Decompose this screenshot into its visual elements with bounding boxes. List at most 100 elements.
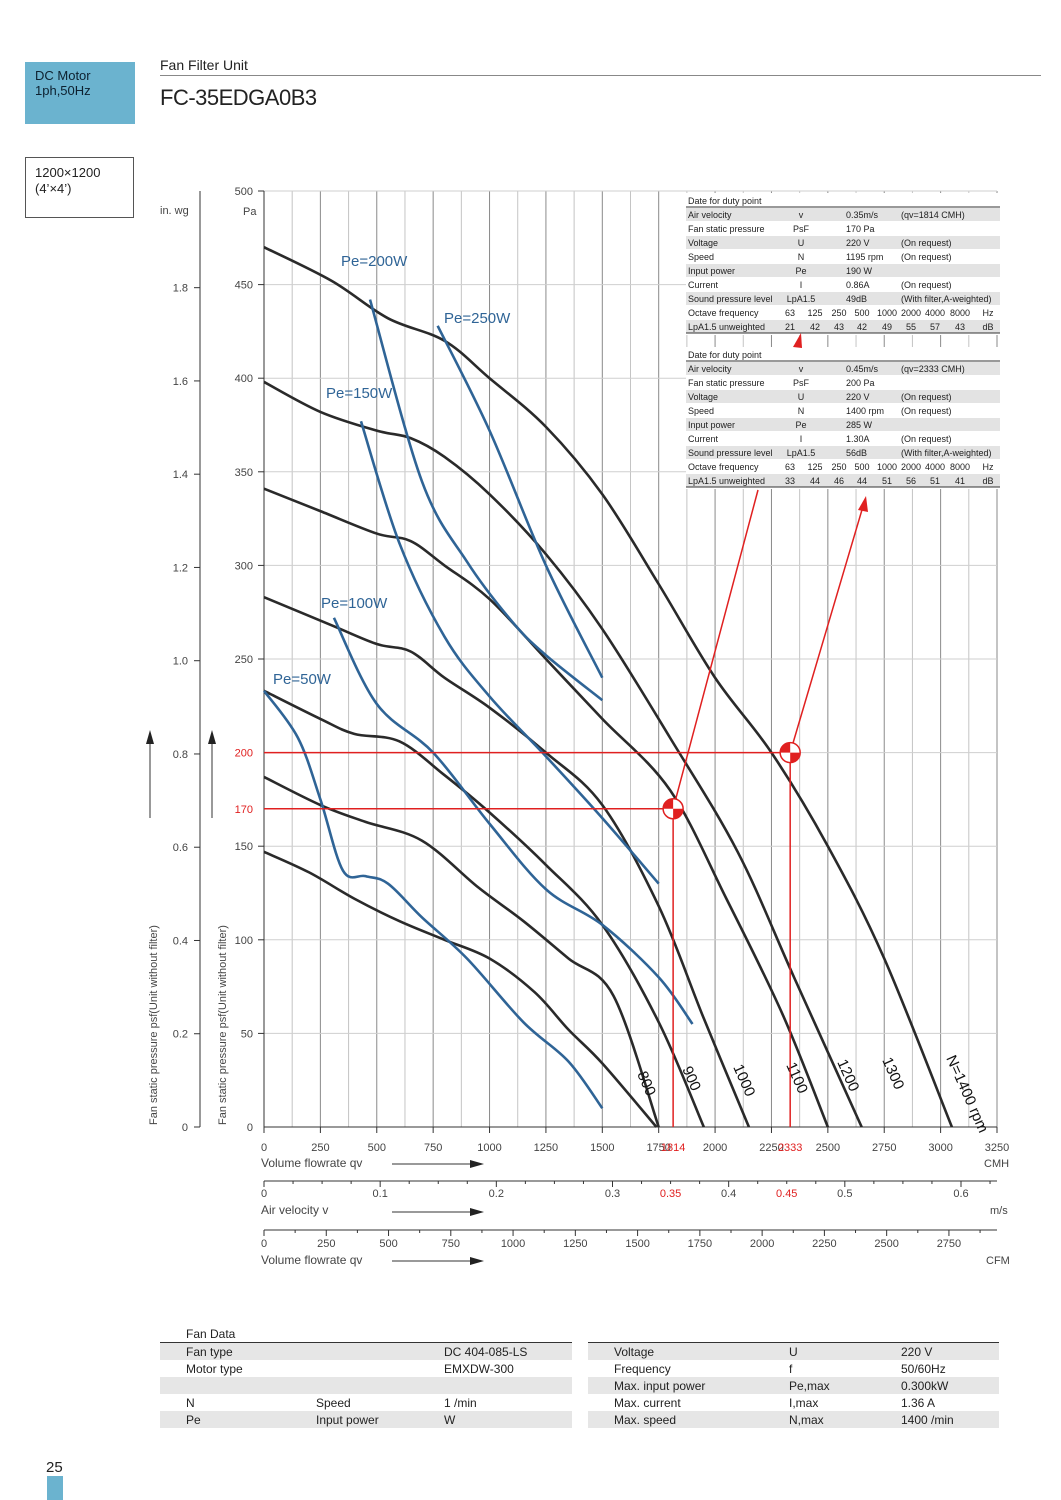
duty-row-bg [686, 362, 1000, 375]
inwg-tick-label: 1.8 [173, 283, 188, 295]
power-curve-Pe-250W [436, 325, 604, 679]
duty-row-label: Fan static pressure [688, 378, 765, 388]
inwg-tick-label: 0.6 [173, 842, 188, 854]
pa-tick-label: 500 [235, 186, 253, 198]
rpm-curve-1000 [263, 689, 705, 1128]
fan-data-cell: Pe [160, 1411, 316, 1428]
fan-data-cell: N,max [789, 1411, 901, 1428]
fan-data-cell: N [186, 1395, 195, 1410]
fan-data-cell: Max. speed [588, 1411, 789, 1428]
inwg-tick-label: 0.8 [173, 749, 188, 761]
duty-row-symbol: I [800, 280, 803, 290]
size-line-1: 1200×1200 [35, 165, 101, 180]
duty-row-label: Input power [688, 266, 735, 276]
pa-tick-label: 400 [235, 373, 253, 385]
fan-data-row: Motor type EMXDW-300 [160, 1360, 572, 1377]
duty-row-value: 0.45m/s [846, 364, 879, 374]
page-subtitle: Fan Filter Unit [160, 57, 248, 73]
duty-row-value: 190 W [846, 266, 873, 276]
unweighted-value: 33 [785, 476, 795, 486]
size-badge: 1200×1200 (4’×4’) [25, 157, 134, 218]
octave-value: 2000 [901, 308, 921, 318]
octave-value: 500 [854, 462, 869, 472]
rpm-curve-800 [263, 850, 658, 1128]
unweighted-value: 42 [810, 322, 820, 332]
duty-row-value: 220 V [846, 238, 870, 248]
power-curve-Pe-50W [262, 690, 604, 1110]
rpm-curve-1300 [263, 380, 863, 1128]
duty-row-value: 56dB [846, 448, 867, 458]
cmh-tick-label: 1500 [590, 1142, 614, 1154]
duty-row-value: 1195 rpm [846, 252, 883, 262]
velocity-tick-label: 0.6 [953, 1188, 968, 1200]
header-rule [160, 75, 1041, 76]
pa-tick-label: 450 [235, 280, 253, 292]
cmh-highlight-label: 2333 [778, 1142, 802, 1154]
octave-value: 250 [831, 462, 846, 472]
duty-row-bg [686, 446, 1000, 459]
cmh-tick-label: 2000 [703, 1142, 727, 1154]
cfm-arrow [470, 1257, 484, 1265]
power-label-Pe-200W: Pe=200W [341, 253, 408, 270]
duty-row-note: (On request) [901, 392, 952, 402]
fan-data-cell: Input power [316, 1411, 444, 1428]
inwg-tick-label: 1.6 [173, 376, 188, 388]
cmh-tick-label: 2250 [759, 1142, 783, 1154]
duty-point-quadrant-tl [780, 742, 791, 753]
duty-table-1: Date for duty point Air velocity v 0.35m/s (… [686, 193, 1000, 335]
duty-row-bg [686, 376, 1000, 389]
pa-unit-label: Pa [243, 206, 257, 218]
fan-data-cell: Pe,max [789, 1377, 901, 1394]
duty-row-label: Voltage [688, 238, 718, 248]
cmh-tick-label: 3000 [928, 1142, 952, 1154]
duty-row-note: (With filter,A-weighted) [901, 294, 992, 304]
rpm-curve-1200 [263, 487, 830, 1128]
duty-row-value: 200 Pa [846, 378, 875, 388]
octave-value: 4000 [925, 308, 945, 318]
inwg-tick-label: 1.2 [173, 562, 188, 574]
cmh-highlight-label: 1814 [661, 1142, 685, 1154]
rpm-label-1100: 1100 [782, 1060, 811, 1096]
rpm-label-1300: 1300 [878, 1055, 907, 1092]
inwg-tick-label: 0.4 [173, 935, 188, 947]
octave-value: 500 [854, 308, 869, 318]
fan-data-cell: Frequency [614, 1361, 671, 1376]
duty-pointer-2 [789, 502, 865, 753]
unweighted-value: 56 [906, 476, 916, 486]
cmh-tick-label: 2500 [816, 1142, 840, 1154]
power-label-Pe-100W: Pe=100W [321, 595, 388, 612]
octave-value: 125 [807, 308, 822, 318]
fan-data-cell: Fan type [160, 1343, 316, 1360]
unweighted-value: 44 [857, 476, 867, 486]
duty-row-note: (On request) [901, 434, 952, 444]
power-label-Pe-50W: Pe=50W [273, 671, 332, 688]
pa-tick-label: 250 [235, 654, 253, 666]
fan-data-right-table: Voltage U 220 V Frequency f 50/60Hz Max. input… [588, 1343, 999, 1428]
fan-data-row: Fan type DC 404-085-LS [160, 1343, 572, 1360]
unweighted-value: 43 [834, 322, 844, 332]
duty-row-label: Speed [688, 406, 714, 416]
power-label-Pe-150W: Pe=150W [326, 385, 393, 402]
fan-data-row: Max. current I,max 1.36 A [588, 1394, 999, 1411]
velocity-unit: m/s [990, 1205, 1008, 1217]
fan-data-row: N Speed 1 /min [160, 1394, 572, 1411]
duty-row-symbol: U [798, 392, 805, 402]
duty-pointer-2-arrowhead [858, 496, 868, 512]
cfm-tick-label: 2250 [812, 1238, 836, 1250]
duty-row-bg [686, 208, 1000, 221]
velocity-tick-label: 0.4 [721, 1188, 736, 1200]
duty-row-symbol: N [798, 406, 805, 416]
duty-row-symbol: v [799, 210, 804, 220]
cmh-tick-label: 3250 [985, 1142, 1009, 1154]
unweighted-value: dB [982, 476, 993, 486]
fan-data-left: Fan type DC 404-085-LS Motor type EMXDW-300… [160, 1342, 572, 1428]
power-curve-Pe-100W [332, 617, 694, 1025]
octave-label: Octave frequency [688, 462, 759, 472]
duty-table-2: Date for duty point Air velocity v 0.45m/s (… [686, 347, 1000, 489]
unweighted-value: 57 [930, 322, 940, 332]
cfm-tick-label: 500 [379, 1238, 397, 1250]
pa-tick-label: 0 [247, 1122, 253, 1134]
fan-data-cell: Voltage [588, 1343, 789, 1360]
fan-data-cell: DC 404-085-LS [444, 1343, 572, 1360]
fan-data-cell: Motor type [186, 1361, 243, 1376]
